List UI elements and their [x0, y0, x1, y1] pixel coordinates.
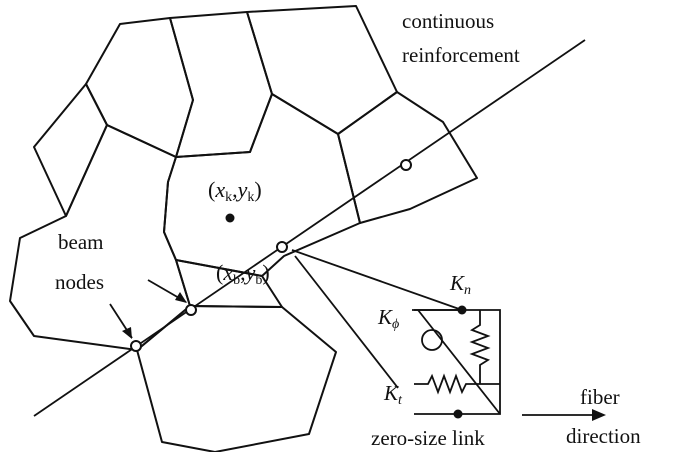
label-continuous: continuous — [402, 9, 494, 33]
link-node-top — [457, 305, 467, 315]
centroid-point — [225, 213, 235, 223]
beam-node — [276, 241, 288, 253]
cell-top-right — [246, 5, 398, 135]
label-centroid-coords: (xk,yk) — [208, 177, 262, 205]
label-k-tangential: Kt — [383, 381, 403, 408]
cell-right — [337, 91, 478, 224]
arrow-to-node-lower-head — [122, 327, 132, 339]
link-diagonal — [417, 309, 501, 415]
reinforcement-line — [33, 39, 586, 417]
connector-line-lower — [294, 255, 399, 389]
cell-center — [163, 93, 361, 277]
connector-line-upper — [291, 249, 463, 311]
beam-node — [130, 340, 142, 352]
label-beam-node-coords: (xb,yb) — [216, 260, 270, 288]
label-beam: beam — [58, 230, 103, 254]
label-zero-size-link: zero-size link — [371, 426, 485, 450]
label-fiber: fiber — [580, 385, 620, 409]
label-k-normal: Kn — [449, 271, 471, 298]
zero-size-link — [412, 305, 501, 419]
label-k-rotational: Kϕ — [377, 305, 399, 332]
beam-node — [400, 159, 412, 171]
label-nodes: nodes — [55, 270, 104, 294]
normal-spring — [469, 310, 491, 384]
arrow-to-node-upper-head — [175, 292, 187, 303]
rotational-spring — [421, 329, 443, 351]
link-node-bottom — [453, 409, 463, 419]
tangential-spring — [414, 373, 500, 395]
label-reinforcement: reinforcement — [402, 43, 520, 67]
fiber-direction-arrowhead — [592, 409, 606, 421]
beam-node — [185, 304, 197, 316]
cell-bottom-hexagon — [136, 305, 337, 452]
label-direction: direction — [566, 424, 641, 448]
